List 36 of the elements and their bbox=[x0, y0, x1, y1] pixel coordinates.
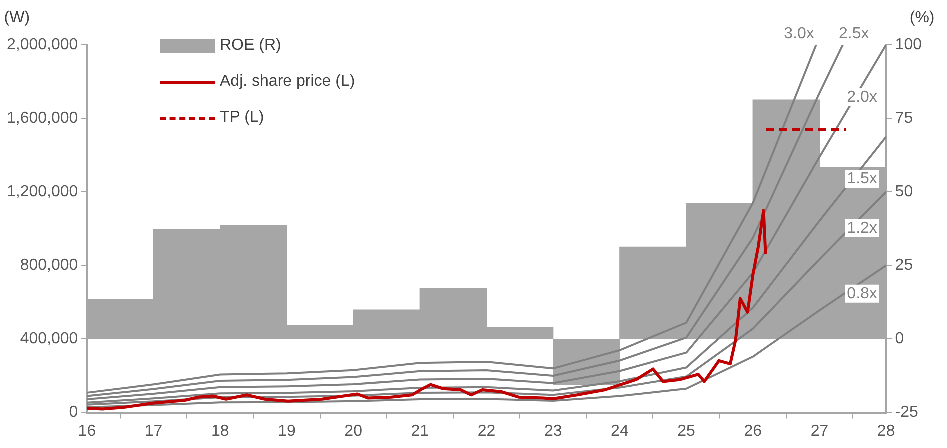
x-tick-label: 17 bbox=[144, 422, 163, 440]
x-tick-label: 27 bbox=[810, 422, 829, 440]
x-tick-label: 18 bbox=[211, 422, 230, 440]
series-label: 1.5x bbox=[847, 170, 878, 188]
y2-tick-label: -25 bbox=[895, 404, 919, 422]
y-tick-label: 2,000,000 bbox=[6, 36, 78, 54]
x-tick-label: 23 bbox=[544, 422, 562, 440]
y-tick-label: 1,600,000 bbox=[6, 110, 78, 127]
x-tick-label: 19 bbox=[278, 422, 296, 440]
x-tick-label: 28 bbox=[877, 422, 896, 440]
x-tick-label: 21 bbox=[411, 422, 430, 440]
x-tick-label: 16 bbox=[78, 422, 96, 440]
y-tick-label: 400,000 bbox=[20, 330, 78, 348]
series-label: 2.5x bbox=[839, 25, 870, 42]
series-label: 1.2x bbox=[847, 220, 878, 237]
y2-tick-label: 100 bbox=[895, 36, 922, 54]
x-tick-label: 22 bbox=[478, 422, 496, 440]
legend-label: ROE (R) bbox=[220, 37, 282, 55]
legend-label: Adj. share price (L) bbox=[220, 73, 356, 91]
series-label: 2.0x bbox=[847, 88, 878, 106]
y-tick-label: 1,200,000 bbox=[6, 184, 78, 201]
y2-axis-title: (%) bbox=[910, 9, 935, 26]
y2-tick-label: 0 bbox=[895, 330, 904, 348]
y-axis-title: (W) bbox=[4, 9, 30, 26]
y-tick-label: 0 bbox=[69, 404, 78, 422]
x-tick-label: 24 bbox=[611, 422, 629, 440]
x-tick-label: 20 bbox=[344, 422, 363, 440]
y2-tick-label: 50 bbox=[895, 184, 914, 201]
x-tick-label: 25 bbox=[678, 422, 696, 440]
y2-tick-label: 75 bbox=[895, 110, 914, 127]
legend-label: TP (L) bbox=[220, 109, 264, 127]
y2-tick-label: 25 bbox=[895, 257, 914, 274]
y-tick-label: 800,000 bbox=[20, 257, 78, 274]
series-label: 0.8x bbox=[847, 285, 878, 302]
series-label: 3.0x bbox=[784, 25, 814, 42]
x-tick-label: 26 bbox=[744, 422, 762, 440]
